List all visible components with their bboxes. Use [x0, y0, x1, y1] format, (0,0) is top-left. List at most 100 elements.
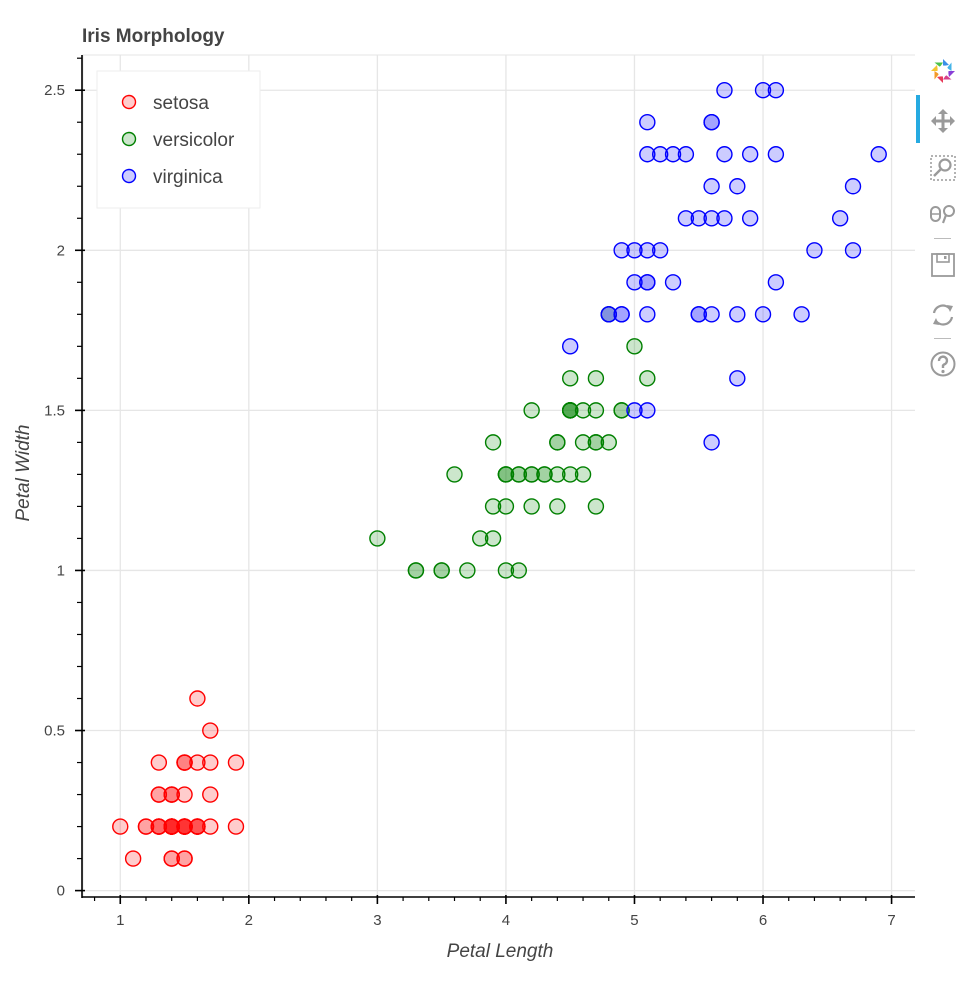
data-point-setosa — [112, 818, 129, 835]
series-versicolor — [369, 306, 656, 579]
data-point-virginica — [844, 242, 862, 259]
legend-label-virginica: virginica — [153, 167, 223, 188]
data-point-virginica — [613, 306, 630, 323]
data-point-setosa — [150, 786, 168, 803]
x-axis-label: Petal Length — [447, 941, 554, 962]
data-point-virginica — [639, 306, 656, 323]
data-point-virginica — [741, 210, 759, 227]
data-point-virginica — [626, 242, 643, 259]
data-point-setosa — [202, 818, 219, 835]
data-point-versicolor — [484, 498, 502, 515]
data-point-virginica — [716, 146, 733, 163]
data-point-virginica — [651, 242, 669, 259]
y-tick-label: 0 — [57, 883, 65, 900]
legend-label-versicolor: versicolor — [153, 130, 235, 151]
data-point-virginica — [703, 434, 720, 451]
data-point-versicolor — [613, 402, 630, 419]
y-tick-label: 1 — [57, 562, 65, 579]
x-tick-label: 7 — [887, 912, 895, 929]
data-point-virginica — [651, 146, 669, 163]
scatter-chart: Iris Morphology 1 2 3 4 5 6 7 0 0.5 1 1.5 2 2.5 Pet… — [13, 26, 915, 962]
box-zoom-icon[interactable] — [926, 152, 960, 184]
y-tick-label: 2.5 — [44, 82, 65, 99]
help-icon[interactable] — [926, 348, 960, 380]
legend-label-setosa: setosa — [153, 93, 209, 114]
data-point-setosa — [189, 754, 206, 771]
data-point-versicolor — [523, 402, 540, 419]
data-point-virginica — [754, 306, 772, 323]
data-point-virginica — [664, 274, 682, 291]
x-tick-label: 2 — [245, 912, 253, 929]
data-point-virginica — [690, 210, 707, 227]
data-point-versicolor — [369, 530, 386, 547]
data-point-virginica — [767, 82, 785, 99]
save-icon[interactable] — [926, 249, 960, 281]
data-point-versicolor — [446, 466, 463, 483]
data-point-virginica — [703, 210, 720, 227]
data-point-versicolor — [587, 370, 605, 387]
data-point-versicolor — [510, 562, 527, 579]
data-point-setosa — [163, 818, 180, 835]
data-point-setosa — [189, 818, 206, 835]
data-point-virginica — [729, 306, 746, 323]
data-point-versicolor — [510, 466, 527, 483]
x-tick-label: 5 — [630, 912, 638, 929]
x-tick-label: 6 — [759, 912, 767, 929]
data-point-versicolor — [497, 498, 515, 515]
toolbar — [916, 52, 968, 392]
data-point-versicolor — [587, 498, 605, 515]
data-point-setosa — [176, 754, 193, 771]
data-point-virginica — [716, 82, 733, 99]
data-point-versicolor — [497, 466, 515, 483]
data-point-versicolor — [574, 466, 592, 483]
data-point-versicolor — [484, 434, 502, 451]
data-point-virginica — [690, 306, 707, 323]
legend: setosa versicolor virginica — [96, 70, 261, 209]
legend-box — [96, 70, 261, 209]
data-point-setosa — [202, 754, 219, 771]
y-tick-label: 0.5 — [44, 723, 65, 740]
pan-icon[interactable] — [926, 105, 960, 137]
data-point-virginica — [741, 146, 759, 163]
data-point-virginica — [729, 370, 746, 387]
legend-marker-versicolor — [121, 131, 137, 147]
data-point-virginica — [626, 402, 643, 419]
y-tick-labels: 0 0.5 1 1.5 2 2.5 — [44, 82, 65, 899]
data-point-virginica — [639, 274, 656, 291]
chart-title: Iris Morphology — [82, 26, 225, 47]
bokeh-logo-icon[interactable] — [926, 55, 960, 87]
data-point-versicolor — [549, 466, 566, 483]
x-tick-label: 1 — [116, 912, 124, 929]
data-point-virginica — [562, 338, 579, 355]
data-point-setosa — [227, 754, 245, 771]
legend-marker-setosa — [121, 94, 137, 110]
data-point-setosa — [176, 786, 193, 803]
data-point-versicolor — [484, 530, 502, 547]
data-point-versicolor — [562, 402, 579, 419]
data-point-virginica — [831, 210, 849, 227]
data-point-setosa — [227, 818, 245, 835]
data-point-setosa — [163, 850, 180, 867]
data-point-versicolor — [433, 562, 450, 579]
series-virginica — [562, 82, 887, 451]
data-point-versicolor — [549, 498, 566, 515]
y-tick-label: 2 — [57, 242, 65, 259]
data-point-virginica — [677, 210, 695, 227]
data-point-setosa — [150, 754, 168, 771]
data-point-virginica — [639, 146, 656, 163]
wheel-zoom-icon[interactable] — [926, 198, 960, 230]
y-tick-label: 1.5 — [44, 402, 65, 419]
data-point-versicolor — [562, 466, 579, 483]
data-point-setosa — [150, 818, 168, 835]
data-point-setosa — [163, 786, 180, 803]
data-point-versicolor — [523, 466, 540, 483]
data-point-virginica — [613, 242, 630, 259]
data-point-virginica — [703, 114, 720, 131]
axes — [75, 55, 915, 904]
data-point-setosa — [189, 690, 206, 707]
data-point-versicolor — [626, 338, 643, 355]
data-point-virginica — [600, 306, 617, 323]
reset-icon[interactable] — [926, 299, 960, 331]
data-points — [112, 82, 887, 867]
x-tick-labels: 1 2 3 4 5 6 7 — [116, 912, 896, 929]
